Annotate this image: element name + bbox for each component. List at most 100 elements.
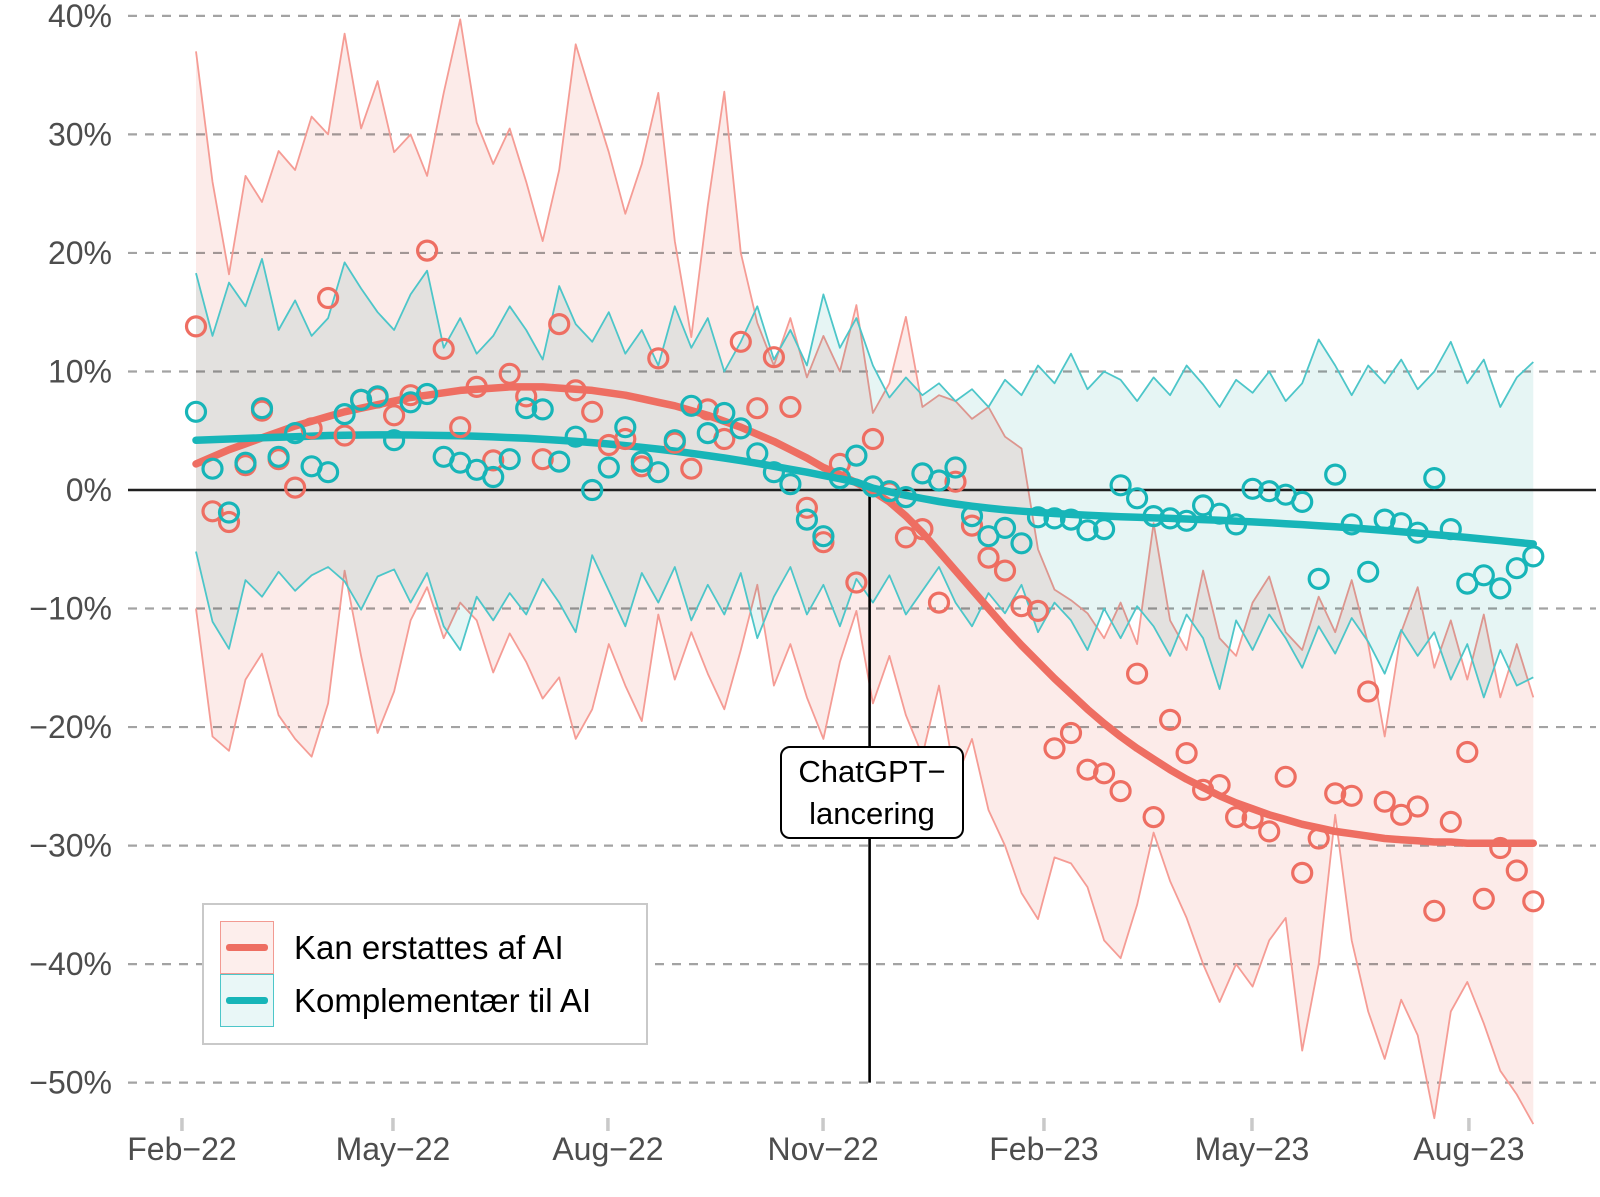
data-point-replaceable: [465, 375, 488, 398]
data-point-complementary: [1472, 564, 1495, 587]
data-point-replaceable: [614, 427, 637, 451]
data-point-complementary: [779, 473, 802, 496]
data-point-complementary: [1059, 508, 1083, 531]
data-point-replaceable: [1175, 741, 1198, 765]
data-point-complementary: [845, 444, 868, 467]
data-point-replaceable: [911, 517, 934, 541]
data-point-complementary: [416, 382, 439, 406]
data-point-replaceable: [1142, 805, 1165, 829]
data-point-replaceable: [762, 346, 786, 369]
data-point-complementary: [647, 461, 670, 484]
data-point-replaceable: [1208, 773, 1231, 797]
x-axis-label: Feb−22: [127, 1131, 236, 1167]
x-axis-label: Aug−23: [1413, 1131, 1524, 1167]
data-point-replaceable: [548, 313, 571, 336]
data-point-complementary: [1357, 560, 1380, 583]
data-point-replaceable: [1109, 779, 1132, 803]
data-point-complementary: [366, 385, 389, 408]
data-point-replaceable: [1373, 790, 1396, 813]
data-point-complementary: [960, 504, 984, 528]
data-point-replaceable: [1456, 740, 1479, 764]
data-point-complementary: [498, 448, 521, 471]
data-point-replaceable: [581, 400, 604, 423]
y-axis-label: 30%: [48, 116, 112, 152]
legend-item-replaceable: Kan erstattes af AI: [220, 921, 646, 974]
data-point-complementary: [795, 508, 819, 531]
data-point-complementary: [383, 429, 406, 452]
data-point-complementary: [1142, 504, 1165, 528]
data-point-replaceable: [217, 510, 241, 534]
data-point-complementary: [944, 456, 967, 479]
data-point-complementary: [927, 469, 951, 492]
data-point-complementary: [1291, 490, 1314, 513]
data-point-replaceable: [861, 427, 885, 451]
data-point-replaceable: [482, 449, 505, 472]
y-axis-label: −20%: [29, 709, 112, 745]
data-point-complementary: [1125, 487, 1149, 510]
data-point-complementary: [1340, 513, 1363, 536]
data-point-complementary: [1505, 557, 1528, 580]
data-point-complementary: [1522, 545, 1545, 568]
band-edge-lower-complementary: [195, 551, 1534, 699]
data-point-complementary: [1373, 508, 1396, 531]
data-point-complementary: [1208, 502, 1231, 525]
data-point-replaceable: [498, 362, 521, 385]
data-point-replaceable: [1224, 805, 1248, 829]
data-point-replaceable: [1241, 807, 1264, 830]
data-point-replaceable: [812, 531, 835, 554]
data-point-complementary: [250, 397, 274, 420]
data-point-complementary: [1241, 477, 1264, 500]
band-edge-upper-complementary: [195, 258, 1534, 408]
data-point-replaceable: [927, 591, 951, 614]
data-point-replaceable: [1340, 784, 1363, 807]
data-point-replaceable: [1505, 859, 1528, 882]
data-point-complementary: [1224, 513, 1248, 536]
data-point-complementary: [531, 398, 554, 421]
data-point-replaceable: [944, 470, 967, 493]
data-point-replaceable: [432, 337, 455, 360]
data-point-complementary: [1043, 507, 1066, 530]
data-point-replaceable: [1472, 887, 1495, 911]
data-point-complementary: [630, 450, 653, 473]
data-point-complementary: [515, 397, 538, 420]
data-point-complementary: [1489, 577, 1512, 600]
data-point-replaceable: [383, 404, 406, 427]
data-point-complementary: [762, 461, 786, 484]
annotation-line2: lancering: [809, 795, 935, 831]
data-point-complementary: [1307, 567, 1330, 591]
data-point-complementary: [267, 445, 290, 468]
data-point-replaceable: [1125, 662, 1149, 685]
legend: Kan erstattes af AI Komplementær til AI: [202, 903, 648, 1045]
data-point-replaceable: [1489, 836, 1512, 860]
data-point-replaceable: [647, 347, 670, 370]
y-axis-label: −40%: [29, 946, 112, 982]
data-point-replaceable: [795, 496, 819, 519]
data-point-complementary: [317, 461, 340, 484]
data-point-complementary: [350, 388, 373, 411]
data-point-complementary: [1109, 474, 1132, 497]
y-axis-label: 40%: [48, 0, 112, 34]
data-point-replaceable: [1439, 810, 1462, 834]
data-point-complementary: [482, 465, 505, 489]
x-axis-label: Aug−22: [552, 1131, 663, 1167]
data-point-complementary: [581, 478, 604, 502]
data-point-replaceable: [1258, 820, 1281, 843]
data-point-complementary: [1324, 463, 1347, 486]
data-point-complementary: [1390, 512, 1413, 535]
data-point-complementary: [993, 516, 1017, 540]
data-point-complementary: [564, 425, 587, 448]
x-axis-label: May−23: [1195, 1131, 1310, 1167]
data-point-replaceable: [317, 286, 340, 310]
data-point-replaceable: [1274, 765, 1297, 788]
legend-key-line-teal-icon: [226, 997, 268, 1004]
data-point-complementary: [1026, 506, 1050, 529]
data-point-complementary: [548, 450, 571, 473]
data-point-replaceable: [1324, 782, 1347, 805]
data-point-complementary: [1423, 467, 1446, 490]
data-point-complementary: [1092, 517, 1116, 541]
data-point-replaceable: [284, 476, 307, 499]
data-point-replaceable: [449, 416, 472, 439]
data-point-complementary: [614, 416, 637, 439]
